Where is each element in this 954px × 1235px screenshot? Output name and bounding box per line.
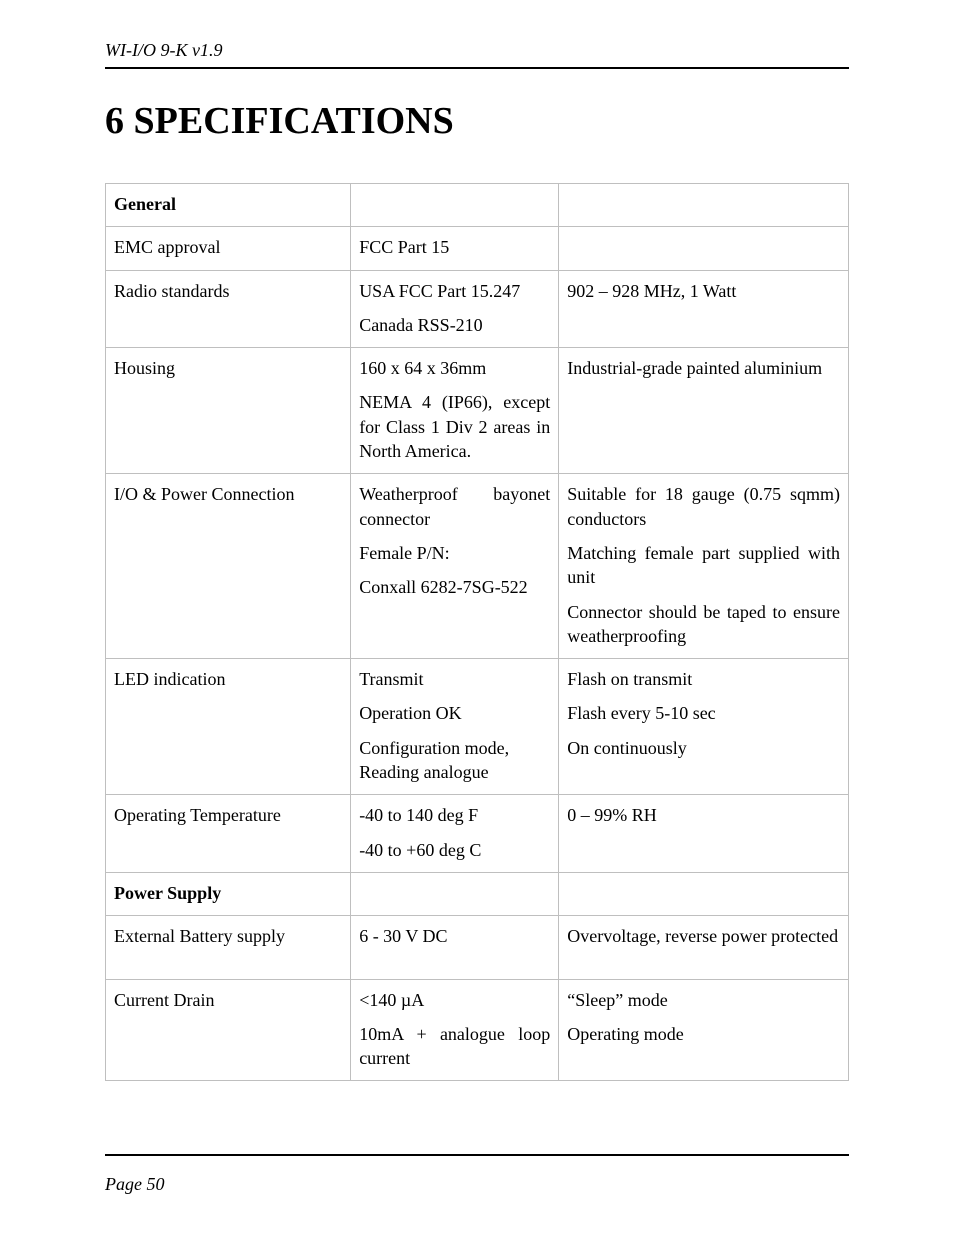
- cell-paragraph: Conxall 6282-7SG-522: [359, 575, 550, 599]
- spec-label-cell: External Battery supply: [106, 916, 351, 979]
- spec-value-cell: Weatherproof bayonet connector Female P/N…: [351, 474, 559, 659]
- spec-detail-cell: Overvoltage, reverse power protected: [559, 916, 849, 979]
- page-container: WI-I/O 9-K v1.9 6 SPECIFICATIONS General…: [0, 0, 954, 1235]
- cell-paragraph: <140 µA: [359, 988, 550, 1012]
- spec-value-cell: [351, 184, 559, 227]
- spec-label-cell: I/O & Power Connection: [106, 474, 351, 659]
- spec-value-cell: [351, 872, 559, 915]
- spec-label-cell: Radio standards: [106, 270, 351, 348]
- table-row: External Battery supply 6 - 30 V DC Overvo…: [106, 916, 849, 979]
- cell-paragraph: Suitable for 18 gauge (0.75 sqmm) conduc…: [567, 482, 840, 531]
- spec-detail-cell: 902 – 928 MHz, 1 Watt: [559, 270, 849, 348]
- table-row: General: [106, 184, 849, 227]
- table-row: I/O & Power ConnectionWeatherproof bayon…: [106, 474, 849, 659]
- page-footer: Page 50: [105, 1154, 849, 1195]
- spec-detail-cell: 0 – 99% RH: [559, 795, 849, 873]
- spec-detail-cell: [559, 872, 849, 915]
- cell-paragraph: 0 – 99% RH: [567, 803, 840, 827]
- cell-paragraph: Matching female part supplied with unit: [567, 541, 840, 590]
- spec-detail-cell: Suitable for 18 gauge (0.75 sqmm) conduc…: [559, 474, 849, 659]
- cell-paragraph: 160 x 64 x 36mm: [359, 356, 550, 380]
- cell-paragraph: Overvoltage, reverse power protected: [567, 924, 840, 948]
- spec-value-cell: FCC Part 15: [351, 227, 559, 270]
- spec-label-cell: Housing: [106, 348, 351, 474]
- header-rule: [105, 67, 849, 69]
- cell-paragraph: Configuration mode, Reading analogue: [359, 736, 550, 785]
- cell-paragraph: Weatherproof bayonet connector: [359, 482, 550, 531]
- cell-paragraph: -40 to 140 deg F: [359, 803, 550, 827]
- cell-paragraph: Flash every 5-10 sec: [567, 701, 840, 725]
- spec-value-cell: USA FCC Part 15.247 Canada RSS-210: [351, 270, 559, 348]
- cell-paragraph: 902 – 928 MHz, 1 Watt: [567, 279, 840, 303]
- spec-label-cell: Power Supply: [106, 872, 351, 915]
- spec-detail-cell: Industrial-grade painted aluminium: [559, 348, 849, 474]
- cell-paragraph: Flash on transmit: [567, 667, 840, 691]
- spec-label-cell: Operating Temperature: [106, 795, 351, 873]
- cell-paragraph: Canada RSS-210: [359, 313, 550, 337]
- specifications-table: GeneralEMC approval FCC Part 15 Radio stan…: [105, 183, 849, 1081]
- cell-paragraph: Operating mode: [567, 1022, 840, 1046]
- chapter-number: 6: [105, 100, 124, 142]
- spec-label-cell: Current Drain: [106, 979, 351, 1081]
- cell-paragraph: Operation OK: [359, 701, 550, 725]
- table-row: Radio standards USA FCC Part 15.247 Canada…: [106, 270, 849, 348]
- footer-rule: [105, 1154, 849, 1156]
- cell-paragraph: Industrial-grade painted aluminium: [567, 356, 840, 380]
- spec-detail-cell: [559, 184, 849, 227]
- cell-paragraph: NEMA 4 (IP66), except for Class 1 Div 2 …: [359, 390, 550, 463]
- cell-paragraph: Connector should be taped to ensure weat…: [567, 600, 840, 649]
- cell-paragraph: Female P/N:: [359, 541, 550, 565]
- cell-paragraph: “Sleep” mode: [567, 988, 840, 1012]
- table-row: Operating Temperature-40 to 140 deg F-40…: [106, 795, 849, 873]
- table-row: Power Supply: [106, 872, 849, 915]
- table-row: Housing 160 x 64 x 36mm NEMA 4 (IP66), exc…: [106, 348, 849, 474]
- spec-value-cell: 6 - 30 V DC: [351, 916, 559, 979]
- spec-detail-cell: [559, 227, 849, 270]
- cell-paragraph: Transmit: [359, 667, 550, 691]
- spec-detail-cell: Flash on transmit Flash every 5-10 sec On …: [559, 659, 849, 795]
- spec-value-cell: -40 to 140 deg F -40 to +60 deg C: [351, 795, 559, 873]
- spec-value-cell: 160 x 64 x 36mm NEMA 4 (IP66), except for…: [351, 348, 559, 474]
- spec-value-cell: <140 µA 10mA + analogue loop current: [351, 979, 559, 1081]
- cell-paragraph: 10mA + analogue loop current: [359, 1022, 550, 1071]
- chapter-heading: 6 SPECIFICATIONS: [105, 99, 849, 143]
- chapter-title-text: SPECIFICATIONS: [134, 100, 454, 142]
- cell-paragraph: USA FCC Part 15.247: [359, 279, 550, 303]
- spec-detail-cell: “Sleep” mode Operating mode: [559, 979, 849, 1081]
- spec-value-cell: Transmit Operation OK Configuration mode, …: [351, 659, 559, 795]
- spec-label-cell: General: [106, 184, 351, 227]
- cell-paragraph: -40 to +60 deg C: [359, 838, 550, 862]
- cell-paragraph: On continuously: [567, 736, 840, 760]
- header-doc-title: WI-I/O 9-K v1.9: [105, 40, 849, 61]
- table-row: Current Drain <140 µA 10mA + analogue loop…: [106, 979, 849, 1081]
- spec-label-cell: LED indication: [106, 659, 351, 795]
- table-row: EMC approval FCC Part 15: [106, 227, 849, 270]
- spec-label-cell: EMC approval: [106, 227, 351, 270]
- table-row: LED indication Transmit Operation OK Config…: [106, 659, 849, 795]
- cell-paragraph: 6 - 30 V DC: [359, 924, 550, 948]
- footer-page-label: Page 50: [105, 1174, 849, 1195]
- cell-paragraph: FCC Part 15: [359, 235, 550, 259]
